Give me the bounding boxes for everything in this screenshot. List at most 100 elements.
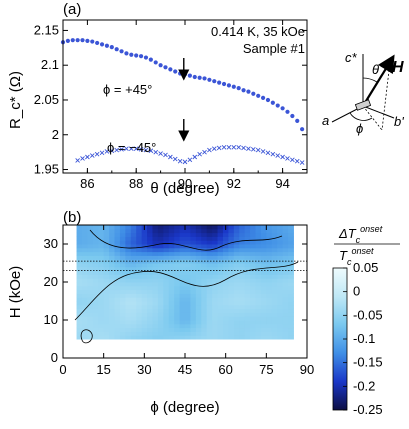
heatmap-cell [212,274,219,279]
heatmap-cell [228,244,235,249]
heatmap-cell [228,301,235,306]
heatmap-cell [244,301,251,306]
heatmap-cell [125,270,132,275]
point-plus45 [119,49,124,54]
heatmap-cell [114,323,121,329]
heatmap-cell [179,255,186,260]
heatmap-cell [206,335,213,340]
heatmap-cell [157,327,164,332]
panel-b-xtick-label: 75 [259,362,273,377]
point-plus45 [99,42,105,47]
heatmap-cell [147,316,153,321]
heatmap-cell [109,282,116,287]
heatmap-cell [282,236,289,241]
heatmap-cell [136,293,143,298]
heatmap-cell [250,289,256,294]
heatmap-cell [163,301,170,306]
heatmap-cell [103,263,110,268]
heatmap-cell [136,266,143,272]
heatmap-cell [81,312,88,317]
point-minus45 [138,147,144,152]
inset-b-axis [362,105,395,119]
heatmap-cell [255,263,262,268]
point-plus45 [275,103,280,108]
heatmap-cell [185,304,191,310]
heatmap-cell [222,316,229,321]
heatmap-cell [179,327,186,332]
point-minus45 [236,144,241,150]
heatmap-cell [81,297,88,302]
heatmap-cell [157,225,164,230]
heatmap-cell [109,335,116,340]
panel-a-ytick-label: 2 [52,127,59,142]
heatmap-cell [195,225,202,230]
heatmap-cell [168,263,175,268]
heatmap-cell [179,244,186,249]
heatmap-cell [212,244,219,249]
heatmap-cell [288,323,294,329]
heatmap-cell [212,312,219,317]
heatmap-cell [255,289,262,294]
heatmap-cell [255,323,262,329]
heatmap-cell [255,274,262,279]
heatmap-cell [147,320,153,325]
heatmap-cell [255,244,262,249]
heatmap-cell [174,225,181,230]
point-minus45 [260,149,266,154]
heatmap-cell [222,297,229,302]
heatmap-cell [130,255,137,260]
heatmap-cell [217,236,224,241]
heatmap-cell [244,232,251,237]
heatmap-cell [244,327,251,332]
heatmap-cell [174,278,181,283]
heatmap-cell [185,274,191,279]
heatmap-cell [136,289,143,294]
heatmap-cell [130,251,137,256]
heatmap-cell [92,225,99,230]
heatmap-cell [179,297,186,302]
heatmap-cell [141,293,148,298]
heatmap-cell [141,263,148,268]
heatmap-cell [130,278,137,283]
heatmap-cell [239,240,246,245]
point-plus45 [265,97,271,103]
heatmap-cell [114,270,121,275]
heatmap-cell [266,232,273,237]
heatmap-cell [233,301,240,306]
heatmap-cell [92,285,99,291]
heatmap-cell [277,323,284,329]
heatmap-cell [239,316,246,321]
heatmap-cell [190,270,197,275]
heatmap-cell [136,335,143,340]
heatmap-cell [239,244,246,249]
heatmap-cell [87,308,94,313]
heatmap-cell [190,289,197,294]
heatmap-cell [147,247,153,253]
heatmap-cell [179,308,186,313]
heatmap-cell [201,312,208,317]
heatmap-cell [130,247,137,253]
heatmap-cell [174,232,181,237]
heatmap-cell [76,274,83,279]
heatmap-cell [98,297,105,302]
heatmap-cell [76,263,83,268]
heatmap-cell [282,335,289,340]
point-minus45 [104,149,110,154]
heatmap-cell [228,255,235,260]
point-minus45 [226,144,232,150]
heatmap-cell [174,289,181,294]
heatmap-cell [250,270,256,275]
heatmap-cell [92,327,99,332]
point-minus45 [133,146,139,151]
heatmap-cell [185,266,191,272]
heatmap-cell [81,308,88,313]
heatmap-cell [271,289,278,294]
heatmap-cell [228,331,235,336]
heatmap-cell [174,244,181,249]
heatmap-cell [179,247,186,253]
heatmap-cell [130,312,137,317]
heatmap-cell [190,278,197,283]
heatmap-cell [250,247,256,253]
heatmap-cell [141,266,148,272]
heatmap-cell [174,301,181,306]
